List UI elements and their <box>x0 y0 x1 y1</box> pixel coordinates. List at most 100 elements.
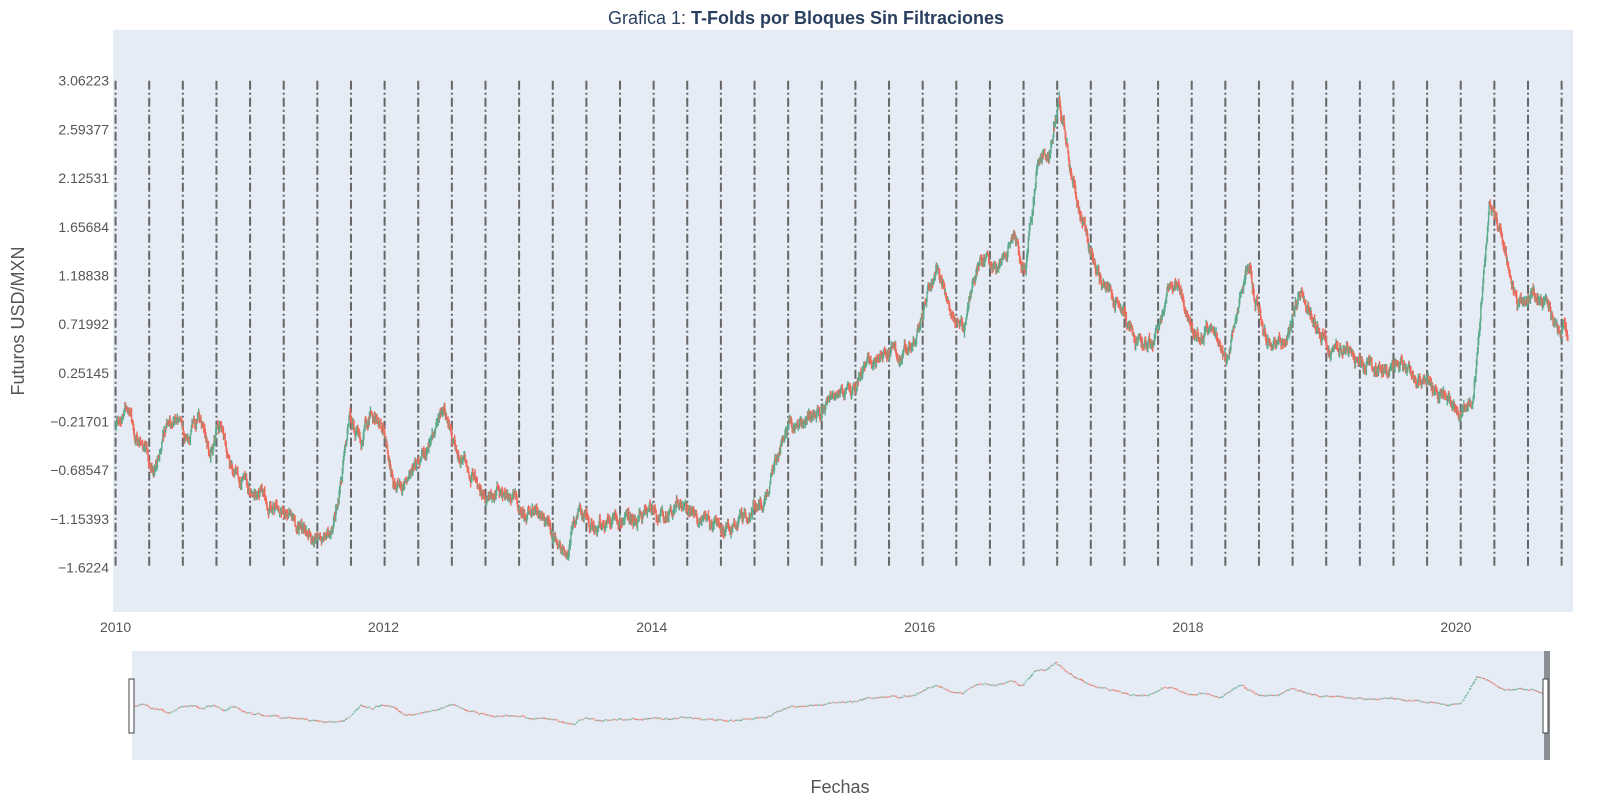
slider-trace-segment <box>860 698 862 701</box>
slider-trace-segment <box>596 719 598 722</box>
slider-trace-segment <box>397 710 400 712</box>
slider-trace-segment <box>1426 702 1429 704</box>
plot-background[interactable] <box>113 30 1573 612</box>
slider-trace-segment <box>1155 691 1158 693</box>
slider-trace-segment <box>1126 692 1129 695</box>
slider-trace-segment <box>242 710 245 713</box>
slider-trace-segment <box>845 701 847 704</box>
slider-trace-segment <box>817 704 819 707</box>
slider-trace-segment <box>1207 693 1210 696</box>
slider-trace-segment <box>1123 692 1126 694</box>
slider-trace-segment <box>228 707 231 710</box>
slider-trace-segment <box>1469 687 1472 690</box>
chart-title-prefix: Grafica 1: <box>608 8 691 28</box>
slider-trace-segment <box>1183 692 1186 694</box>
slider-trace-segment <box>1035 669 1038 672</box>
slider-trace-segment <box>1089 684 1092 686</box>
slider-trace-segment <box>1282 691 1285 694</box>
slider-trace-segment <box>1191 693 1193 696</box>
slider-trace-segment <box>384 704 387 707</box>
slider-trace-segment <box>254 713 257 716</box>
slider-trace-segment <box>1081 679 1084 682</box>
slider-trace-segment <box>689 716 692 719</box>
slider-trace-segment <box>598 719 600 722</box>
slider-trace-segment <box>589 718 592 720</box>
slider-trace-segment <box>1050 664 1053 667</box>
slider-trace-segment <box>469 710 472 713</box>
slider-trace-segment <box>927 686 929 689</box>
range-slider-right-handle[interactable] <box>1542 678 1549 734</box>
slider-trace-segment <box>362 705 364 708</box>
slider-trace-segment <box>161 708 164 711</box>
slider-trace-segment <box>1199 692 1202 695</box>
slider-trace-segment <box>822 704 825 706</box>
slider-trace-segment <box>300 717 303 720</box>
candles <box>115 91 1569 561</box>
slider-trace-segment <box>1445 704 1448 706</box>
slider-trace-segment <box>1474 678 1477 681</box>
slider-trace-segment <box>1473 680 1476 683</box>
slider-trace-segment <box>664 718 666 720</box>
slider-trace-segment <box>398 710 401 713</box>
slider-trace-segment <box>1491 681 1493 684</box>
slider-trace-segment <box>1507 688 1509 691</box>
slider-trace-segment <box>1259 694 1261 697</box>
slider-trace-segment <box>1344 697 1347 699</box>
slider-trace-segment <box>1042 669 1045 672</box>
slider-trace-segment <box>740 719 743 721</box>
range-slider[interactable] <box>132 651 1548 760</box>
slider-trace-segment <box>506 714 509 717</box>
slider-trace-segment <box>602 720 605 722</box>
slider-trace-segment <box>411 714 414 717</box>
slider-trace-segment <box>1497 686 1500 688</box>
slider-trace-segment <box>259 713 262 716</box>
range-slider-left-handle[interactable] <box>128 678 135 734</box>
slider-trace-segment <box>543 717 546 719</box>
slider-trace-segment <box>1138 694 1141 697</box>
slider-trace-segment <box>1055 661 1058 664</box>
slider-trace-segment <box>907 695 910 697</box>
slider-trace-segment <box>317 720 320 722</box>
slider-trace-segment <box>534 717 537 720</box>
slider-trace-segment <box>1521 688 1523 691</box>
slider-trace-segment <box>523 716 526 718</box>
slider-trace-segment <box>1536 690 1539 693</box>
slider-trace-segment <box>723 719 726 722</box>
slider-trace-segment <box>716 719 719 721</box>
slider-trace-segment <box>440 707 443 709</box>
slider-trace-segment <box>157 708 160 711</box>
slider-trace-segment <box>762 716 764 718</box>
slider-trace-segment <box>669 718 672 721</box>
slider-trace-segment <box>925 687 928 690</box>
slider-trace-segment <box>503 715 506 717</box>
slider-trace-segment <box>1514 688 1517 691</box>
slider-trace-segment <box>1312 694 1314 696</box>
slider-trace-segment <box>364 706 367 708</box>
slider-trace-segment <box>1223 694 1226 696</box>
slider-trace-segment <box>309 719 312 722</box>
slider-trace-segment <box>1472 682 1475 685</box>
slider-trace-segment <box>1525 689 1528 691</box>
slider-trace-segment <box>916 692 919 695</box>
slider-trace-segment <box>558 720 561 723</box>
slider-trace-segment <box>915 694 917 696</box>
slider-trace-segment <box>771 713 774 716</box>
slider-trace-segment <box>148 706 151 709</box>
slider-trace-segment <box>1136 694 1138 697</box>
y-tick-label: −1.15393 <box>50 511 109 527</box>
slider-trace-segment <box>827 702 830 704</box>
slider-trace-segment <box>1278 693 1281 696</box>
slider-trace-segment <box>1316 694 1318 697</box>
y-tick-label: −0.68547 <box>50 462 109 478</box>
slider-trace-segment <box>447 704 450 707</box>
slider-trace-segment <box>667 718 670 720</box>
slider-trace-segment <box>495 715 498 718</box>
chart-title-bold: T-Folds por Bloques Sin Filtraciones <box>691 8 1004 28</box>
slider-trace-segment <box>357 707 360 709</box>
slider-trace-segment <box>955 691 957 694</box>
slider-trace-segment <box>269 715 272 718</box>
slider-trace-segment <box>586 717 589 719</box>
chart-title: Grafica 1: T-Folds por Bloques Sin Filtr… <box>608 8 1004 28</box>
slider-trace-segment <box>597 719 599 721</box>
slider-trace-segment <box>1176 688 1178 691</box>
